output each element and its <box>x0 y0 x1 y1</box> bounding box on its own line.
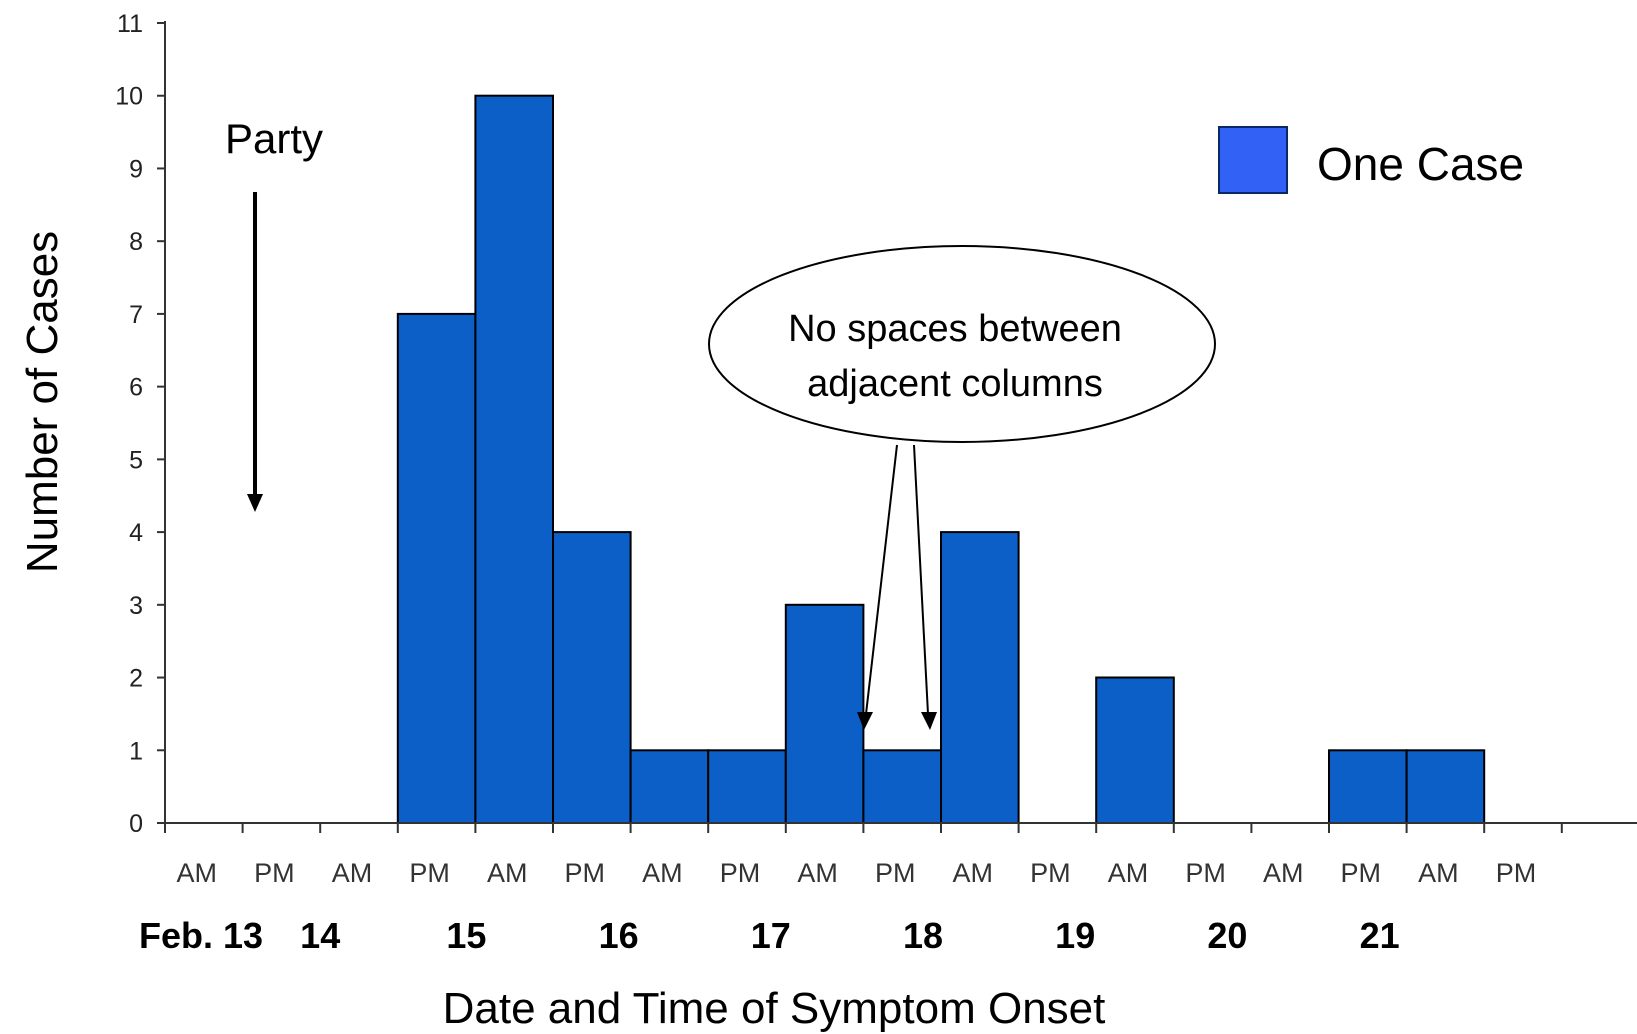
date-label-6: 19 <box>1055 915 1095 956</box>
bar-7 <box>707 749 787 824</box>
callout-line-1: No spaces between <box>788 308 1122 350</box>
callout-line-2: adjacent columns <box>807 363 1103 405</box>
legend-label-one-case: One Case <box>1317 138 1524 190</box>
x-tick-label-9: PM <box>875 858 916 888</box>
x-tick-label-12: AM <box>1108 858 1149 888</box>
bar-3 <box>396 312 477 824</box>
x-tick-label-10: AM <box>953 858 994 888</box>
x-tick-label-4: AM <box>487 858 528 888</box>
bars-group <box>396 94 1486 824</box>
bar-10 <box>940 531 1020 824</box>
y-tick-label-9: 9 <box>129 155 143 183</box>
callout-arrowhead-left-icon <box>857 712 873 730</box>
date-label-1: 14 <box>300 915 340 956</box>
axes-group <box>164 21 1637 824</box>
y-tick-label-11: 11 <box>117 10 143 38</box>
legend-swatch <box>1218 126 1288 194</box>
x-tick-label-15: PM <box>1341 858 1382 888</box>
x-tick-label-16: AM <box>1418 858 1459 888</box>
date-label-3: 16 <box>599 915 639 956</box>
date-label-8: 21 <box>1360 915 1400 956</box>
y-tick-label-2: 2 <box>129 665 143 693</box>
y-tick-label-6: 6 <box>129 374 143 402</box>
date-label-4: 17 <box>751 915 791 956</box>
y-tick-label-1: 1 <box>129 737 143 765</box>
party-annotation-label: Party <box>225 115 323 162</box>
bar-12 <box>1095 676 1175 824</box>
x-tick-label-14: AM <box>1263 858 1304 888</box>
y-axis-title: Number of Cases <box>18 231 67 573</box>
x-tick-label-2: AM <box>332 858 373 888</box>
date-label-5: 18 <box>903 915 943 956</box>
bar-5 <box>552 531 632 824</box>
x-tick-label-3: PM <box>409 858 450 888</box>
callout-pointer-right <box>913 444 929 715</box>
bar-15 <box>1328 749 1408 824</box>
x-axis-title: Date and Time of Symptom Onset <box>443 984 1106 1033</box>
x-tick-label-17: PM <box>1496 858 1537 888</box>
y-ticks-group: 0 1 2 3 4 5 6 7 8 9 10 11 <box>115 10 165 838</box>
callout-bubble <box>708 245 1216 443</box>
date-label-7: 20 <box>1207 915 1247 956</box>
bar-16 <box>1405 749 1486 824</box>
x-tick-label-7: PM <box>720 858 761 888</box>
callout-pointer-left <box>865 444 898 715</box>
y-tick-label-4: 4 <box>129 519 143 547</box>
bar-6 <box>629 749 710 824</box>
bar-4 <box>474 94 554 824</box>
x-tick-label-13: PM <box>1185 858 1226 888</box>
bar-8 <box>784 603 865 824</box>
x-tick-label-0: AM <box>177 858 218 888</box>
bar-9 <box>862 749 943 824</box>
date-label-2: 15 <box>446 915 486 956</box>
x-tick-label-1: PM <box>254 858 295 888</box>
y-tick-label-7: 7 <box>129 301 143 329</box>
y-tick-label-3: 3 <box>129 592 143 620</box>
y-tick-label-0: 0 <box>129 810 143 838</box>
date-labels-group: Feb. 13 14 15 16 17 18 19 20 21 <box>139 915 1400 956</box>
party-arrowhead-icon <box>247 494 263 512</box>
y-tick-label-10: 10 <box>115 83 143 111</box>
y-tick-label-5: 5 <box>129 446 143 474</box>
x-tick-label-6: AM <box>642 858 683 888</box>
x-tick-label-8: AM <box>797 858 838 888</box>
x-tick-label-5: PM <box>565 858 606 888</box>
callout-arrowhead-right-icon <box>921 712 937 730</box>
x-ticks-group: AM PM AM PM AM PM AM PM AM PM AM PM AM PM AM PM AM PM <box>164 823 1563 888</box>
x-tick-label-11: PM <box>1030 858 1071 888</box>
y-tick-label-8: 8 <box>129 228 143 256</box>
date-label-0: Feb. 13 <box>139 915 263 956</box>
